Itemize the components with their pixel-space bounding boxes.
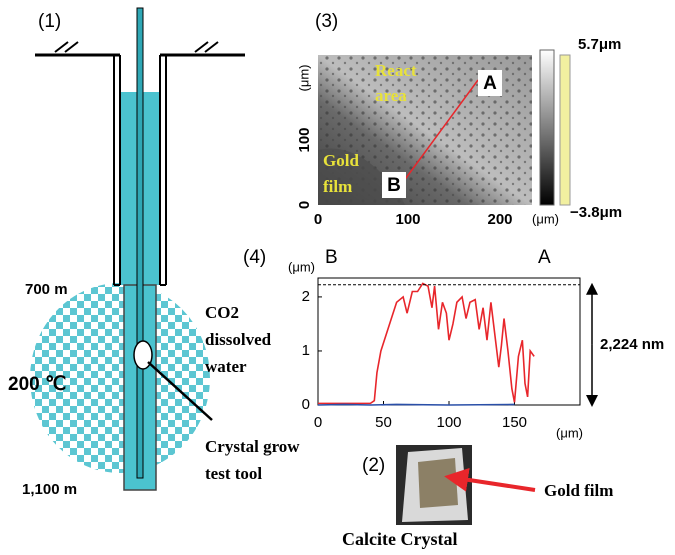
x-tick-label: 150 [502,414,527,431]
end-label: A [538,247,551,268]
well-diagram [30,8,245,490]
region-label: Gold [323,151,359,170]
colorbar-max: 5.7μm [578,36,621,53]
panel-label: (1) [38,11,61,32]
axis-unit: (μm) [532,211,559,226]
panel-label: (2) [362,455,385,476]
afm-image [318,50,570,205]
axis-unit: (μm) [556,425,583,440]
region-label: film [323,177,352,196]
y-tick-label: 0 [296,201,313,209]
colorbar-min: −3.8μm [570,204,622,221]
tool-label: Crystal grow [205,437,300,456]
figure: (1) 700 m 1,100 m 200 ℃ CO2 dissolved wa… [0,0,675,555]
depth-label: 700 m [25,281,68,298]
water-label: dissolved [205,330,272,349]
y-tick-label: 100 [296,127,313,152]
end-label: B [325,247,338,268]
x-tick-label: 100 [436,414,461,431]
y-tick-label: 2 [302,288,310,305]
x-tick-label: 100 [395,211,420,228]
region-label: React [375,61,417,80]
temperature-label: 200 ℃ [8,374,66,395]
plot-frame [318,278,580,405]
panel-label: (4) [243,247,266,268]
caption: Calcite Crystal [342,529,457,549]
axis-unit: (μm) [288,259,315,274]
point-label: A [483,73,497,94]
water-label: CO2 [205,303,239,322]
x-tick-label: 0 [314,211,322,228]
profile-line [318,283,534,403]
film-label: Gold film [544,481,613,500]
region-label: area [375,86,407,105]
depth-label: 1,100 m [22,481,77,498]
crystal-photo [396,445,535,525]
y-tick-label: 0 [302,396,310,413]
y-tick-label: 1 [302,342,310,359]
axis-unit: (μm) [296,65,311,92]
panel-label: (3) [315,11,338,32]
water-label: water [205,357,247,376]
x-tick-label: 50 [375,414,392,431]
x-tick-label: 200 [487,211,512,228]
tool-label: test tool [205,464,262,483]
point-label: B [387,175,401,196]
x-tick-label: 0 [314,414,322,431]
reference-label: 2,224 nm [600,336,664,353]
profile-chart: 0 50 100 150 0 1 2 2,224 nm [302,278,665,431]
profile-line [318,404,515,405]
